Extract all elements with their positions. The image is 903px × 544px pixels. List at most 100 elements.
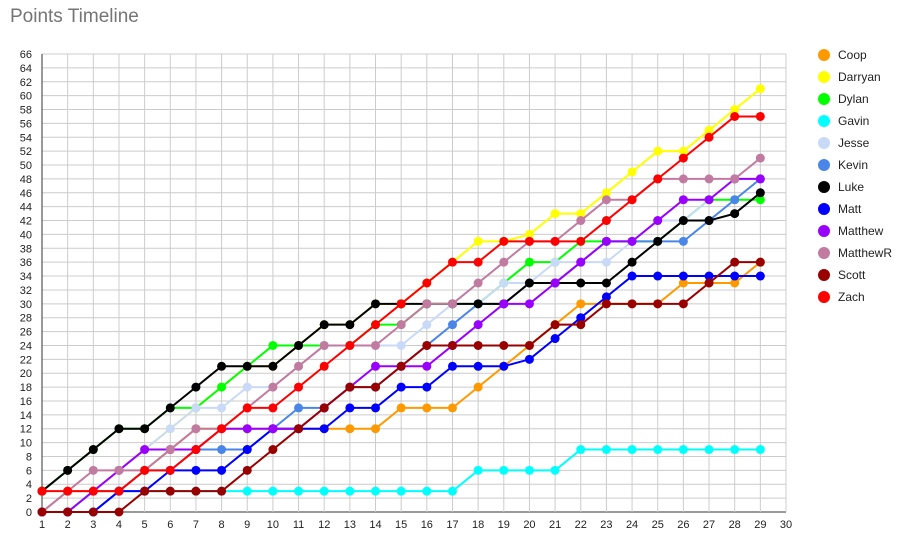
- data-point-coop: [473, 382, 483, 392]
- x-tick-label: 24: [626, 519, 638, 531]
- data-point-scott: [576, 320, 586, 330]
- data-point-scott: [704, 278, 714, 288]
- legend-label: Dylan: [838, 92, 869, 106]
- data-point-matt: [473, 361, 483, 371]
- data-point-kevin: [294, 403, 304, 413]
- data-point-matthewr: [447, 299, 457, 309]
- y-tick-label: 22: [20, 354, 32, 366]
- x-tick-label: 7: [193, 519, 199, 531]
- data-point-gavin: [576, 445, 586, 455]
- data-point-matthew: [422, 361, 432, 371]
- legend-item-matt[interactable]: Matt: [818, 198, 892, 220]
- data-point-zach: [63, 486, 73, 496]
- data-point-scott: [114, 507, 124, 517]
- data-point-luke: [191, 382, 201, 392]
- y-tick-label: 50: [20, 160, 32, 172]
- x-tick-label: 11: [293, 519, 304, 531]
- data-point-matt: [191, 465, 201, 475]
- data-point-zach: [165, 465, 175, 475]
- x-tick-label: 3: [90, 519, 96, 531]
- legend-item-jesse[interactable]: Jesse: [818, 132, 892, 154]
- x-tick-label: 5: [142, 519, 148, 531]
- x-tick-label: 8: [219, 519, 225, 531]
- y-tick-label: 42: [20, 216, 32, 228]
- data-point-zach: [396, 299, 406, 309]
- data-point-jesse: [422, 320, 432, 330]
- legend-label: Luke: [838, 180, 865, 194]
- data-point-matthewr: [371, 340, 381, 350]
- x-tick-label: 9: [244, 519, 250, 531]
- legend-item-zach[interactable]: Zach: [818, 286, 892, 308]
- y-tick-label: 20: [20, 368, 32, 380]
- data-point-matthewr: [576, 216, 586, 226]
- legend-item-dylan[interactable]: Dylan: [818, 88, 892, 110]
- data-point-scott: [422, 340, 432, 350]
- data-point-luke: [114, 424, 124, 434]
- legend-label: Matthew: [838, 224, 884, 238]
- legend-item-scott[interactable]: Scott: [818, 264, 892, 286]
- legend-item-coop[interactable]: Coop: [818, 44, 892, 66]
- x-tick-label: 16: [421, 519, 433, 531]
- data-point-matthew: [371, 361, 381, 371]
- data-point-luke: [678, 216, 688, 226]
- data-point-zach: [755, 111, 765, 121]
- data-point-scott: [37, 507, 47, 517]
- y-tick-label: 48: [20, 174, 32, 186]
- legend-item-luke[interactable]: Luke: [818, 176, 892, 198]
- data-point-zach: [268, 403, 278, 413]
- data-point-matt: [217, 465, 227, 475]
- data-point-dylan: [755, 195, 765, 205]
- legend-item-gavin[interactable]: Gavin: [818, 110, 892, 132]
- y-tick-label: 26: [20, 327, 32, 339]
- data-point-gavin: [294, 486, 304, 496]
- data-point-coop: [447, 403, 457, 413]
- data-point-matthew: [550, 278, 560, 288]
- data-point-matthewr: [294, 361, 304, 371]
- legend-swatch: [818, 115, 830, 127]
- data-point-gavin: [268, 486, 278, 496]
- data-point-jesse: [242, 382, 252, 392]
- data-point-darryan: [524, 229, 534, 239]
- data-point-coop: [371, 424, 381, 434]
- data-point-darryan: [473, 236, 483, 246]
- data-point-darryan: [601, 188, 611, 198]
- data-point-coop: [576, 299, 586, 309]
- data-point-scott: [627, 299, 637, 309]
- data-point-darryan: [678, 146, 688, 156]
- data-point-jesse: [191, 403, 201, 413]
- data-point-matt: [755, 271, 765, 281]
- data-point-zach: [422, 278, 432, 288]
- data-point-matthewr: [165, 445, 175, 455]
- legend-item-darryan[interactable]: Darryan: [818, 66, 892, 88]
- data-point-darryan: [730, 105, 740, 115]
- data-point-coop: [422, 403, 432, 413]
- legend-item-kevin[interactable]: Kevin: [818, 154, 892, 176]
- y-tick-label: 60: [20, 91, 32, 103]
- legend-item-matthewr[interactable]: MatthewR: [818, 242, 892, 264]
- data-point-darryan: [627, 167, 637, 177]
- data-point-matthewr: [191, 424, 201, 434]
- data-point-jesse: [550, 257, 560, 267]
- data-point-matt: [447, 361, 457, 371]
- y-tick-label: 44: [20, 202, 32, 214]
- x-tick-label: 13: [344, 519, 356, 531]
- data-point-scott: [88, 507, 98, 517]
- data-point-luke: [576, 278, 586, 288]
- data-point-darryan: [755, 84, 765, 94]
- y-tick-label: 64: [20, 63, 32, 75]
- axes: 0246810121416182022242628303234363840424…: [20, 49, 792, 531]
- data-point-gavin: [550, 465, 560, 475]
- legend-item-matthew[interactable]: Matthew: [818, 220, 892, 242]
- data-point-luke: [294, 340, 304, 350]
- data-point-luke: [345, 320, 355, 330]
- data-point-scott: [473, 340, 483, 350]
- data-point-jesse: [601, 257, 611, 267]
- y-tick-label: 4: [26, 479, 32, 491]
- data-point-coop: [730, 278, 740, 288]
- data-point-matt: [524, 354, 534, 364]
- y-tick-label: 34: [20, 271, 32, 283]
- data-point-matt: [653, 271, 663, 281]
- data-point-luke: [601, 278, 611, 288]
- data-point-matt: [422, 382, 432, 392]
- data-point-matthew: [473, 320, 483, 330]
